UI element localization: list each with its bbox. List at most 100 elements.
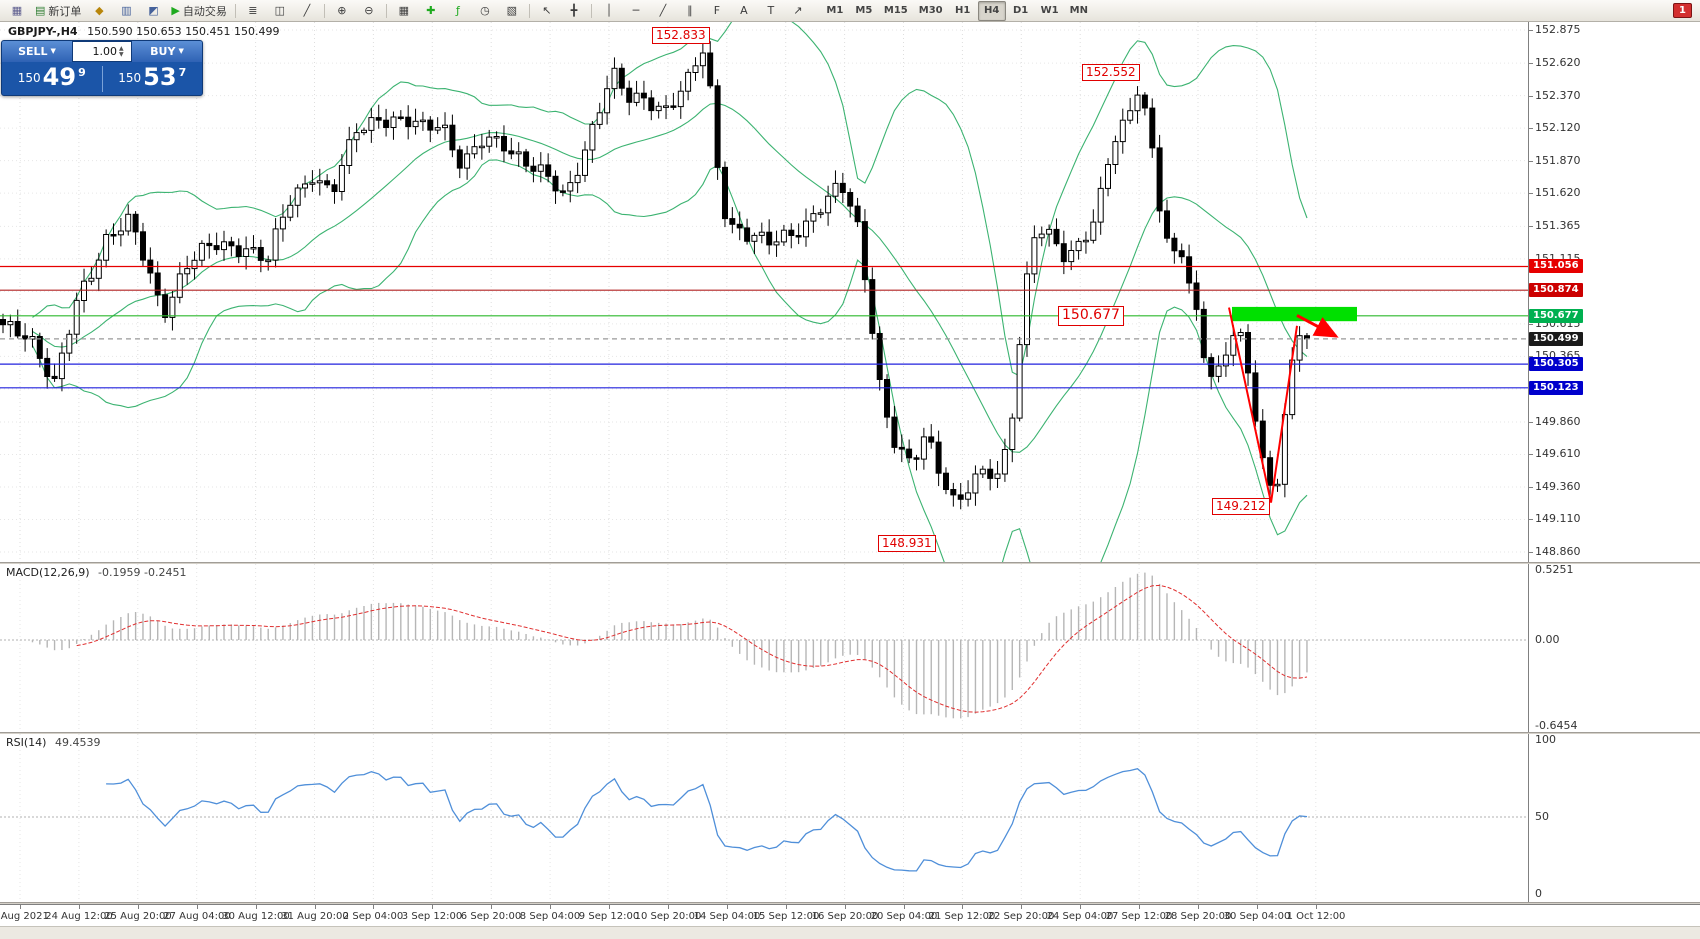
time-tick — [668, 905, 669, 909]
fibonacci-icon[interactable]: F — [704, 1, 730, 21]
time-label: 20 Sep 04:00 — [870, 911, 938, 922]
sell-price-figure: 150 — [17, 71, 41, 85]
red-trend-polyline[interactable] — [1228, 307, 1298, 503]
notification-badge[interactable]: 1 — [1673, 3, 1692, 18]
data-window-icon[interactable]: ▥ — [113, 1, 139, 21]
main-chart-panel[interactable]: 152.833 152.552 150.677 149.212 148.931 GBPJ… — [0, 22, 1528, 562]
time-tick — [962, 905, 963, 909]
time-label: 21 Sep 12:00 — [928, 911, 996, 922]
navigator-icon-glyph: ◩ — [148, 4, 159, 17]
tile-windows-icon[interactable]: ▦ — [391, 1, 417, 21]
market-watch-icon[interactable]: ◆ — [86, 1, 112, 21]
new-order-button[interactable]: ▤ 新订单 — [31, 1, 85, 21]
panel-separator[interactable] — [0, 732, 1700, 735]
price-tick: 152.120 — [1529, 121, 1581, 134]
macd-scale--0.6454: -0.6454 — [1535, 719, 1578, 732]
macd-name: MACD(12,26,9) — [6, 566, 90, 579]
equidistant-channel-icon-glyph: ∥ — [687, 4, 693, 17]
price-divider — [101, 65, 103, 92]
crosshair-icon[interactable]: ╋ — [561, 1, 587, 21]
rsi-axis: 100 50 0 — [1528, 734, 1700, 902]
timeframe-m30-button[interactable]: M30 — [918, 5, 943, 16]
indicators-icon[interactable]: ƒ — [445, 1, 471, 21]
timeframe-group: M1 M5 M15 M30 H1 H4 D1 W1 MN — [821, 0, 1093, 21]
zoom-out-icon[interactable]: ⊖ — [356, 1, 382, 21]
rsi-chart[interactable] — [0, 734, 1528, 902]
rsi-panel[interactable]: RSI(14) 49.4539 — [0, 734, 1528, 902]
time-tick — [1021, 905, 1022, 909]
timeframe-m15-button[interactable]: M15 — [883, 5, 908, 16]
time-label: 27 Sep 12:00 — [1105, 911, 1173, 922]
time-tick — [1080, 905, 1081, 909]
navigator-icon[interactable]: ◩ — [140, 1, 166, 21]
timeframe-w1-button[interactable]: W1 — [1040, 5, 1059, 16]
time-tick — [1198, 905, 1199, 909]
volume-stepper[interactable]: ▲ ▼ — [119, 44, 124, 58]
templates-icon-glyph: ▧ — [506, 4, 518, 17]
timeframe-h4-button[interactable]: H4 — [977, 0, 1006, 21]
red-arrow[interactable] — [1296, 314, 1339, 338]
trendline-icon[interactable]: ╱ — [650, 1, 676, 21]
vertical-line-icon[interactable]: │ — [596, 1, 622, 21]
price-tick: 152.875 — [1529, 23, 1581, 36]
cursor-icon[interactable]: ↖ — [534, 1, 560, 21]
price-badge-150.677: 150.677 — [1529, 309, 1583, 323]
sell-price[interactable]: 150 49 9 — [2, 65, 102, 91]
arrows-icon[interactable]: ↗ — [785, 1, 811, 21]
macd-scale-0.00: 0.00 — [1535, 633, 1560, 646]
rsi-scale-100: 100 — [1535, 734, 1556, 746]
price-tick: 149.360 — [1529, 480, 1581, 493]
buy-button[interactable]: BUY ▼ — [132, 41, 202, 62]
time-tick — [315, 905, 316, 909]
periods-icon[interactable]: ◷ — [472, 1, 498, 21]
time-tick — [256, 905, 257, 909]
panel-separator — [0, 902, 1700, 905]
toolbar-buttons: ▦ ▤ 新订单 ◆ ▥ ◩ ▶ 自动交易 ≣ ◫ ╱ ⊕ ⊖ ▦ ✚ ƒ ◷ ▧ ↖ ╋ │ ─ ╱ ∥ F A T ↗ — [4, 1, 811, 21]
new-order-button-label: 新订单 — [48, 4, 82, 18]
main-chart[interactable] — [0, 22, 1528, 562]
stepper-up-icon[interactable]: ▲ — [119, 44, 124, 52]
label-icon[interactable]: T — [758, 1, 784, 21]
sell-button[interactable]: SELL ▼ — [2, 41, 72, 62]
panel-separator[interactable] — [0, 562, 1700, 565]
text-icon[interactable]: A — [731, 1, 757, 21]
time-tick — [138, 905, 139, 909]
timeframe-h1-button[interactable]: H1 — [954, 5, 971, 16]
macd-chart[interactable] — [0, 564, 1528, 732]
toolbar-separator — [528, 3, 530, 18]
volume-input[interactable] — [73, 45, 119, 58]
candlestick-chart-icon-glyph: ◫ — [274, 4, 286, 17]
price-tick: 149.860 — [1529, 415, 1581, 428]
green-zone-rect[interactable] — [1232, 306, 1357, 322]
crosshair-icon-glyph: ╋ — [570, 4, 578, 17]
candlestick-chart-icon[interactable]: ◫ — [267, 1, 293, 21]
new-chart-icon[interactable]: ✚ — [418, 1, 444, 21]
timeframe-m5-button[interactable]: M5 — [855, 5, 873, 16]
line-chart-icon[interactable]: ╱ — [294, 1, 320, 21]
data-window-icon-glyph: ▥ — [121, 4, 132, 17]
timeframe-m1-button[interactable]: M1 — [826, 5, 844, 16]
time-label: 28 Sep 20:00 — [1164, 911, 1232, 922]
autotrading-button[interactable]: ▶ 自动交易 — [167, 1, 230, 21]
new-chart-icon-glyph: ✚ — [426, 4, 436, 17]
templates-icon[interactable]: ▧ — [499, 1, 525, 21]
equidistant-channel-icon[interactable]: ∥ — [677, 1, 703, 21]
chart-window-icon[interactable]: ▦ — [4, 1, 30, 21]
bar-chart-icon[interactable]: ≣ — [240, 1, 266, 21]
price-tick: 151.365 — [1529, 219, 1581, 232]
buy-price-point: 7 — [178, 66, 187, 79]
timeframe-mn-button[interactable]: MN — [1069, 5, 1088, 16]
toolbar-separator — [323, 3, 325, 18]
macd-panel[interactable]: MACD(12,26,9) -0.1959 -0.2451 — [0, 564, 1528, 732]
label-icon-glyph: T — [767, 4, 775, 17]
chart-ohlc-values: 150.590 150.653 150.451 150.499 — [87, 25, 280, 38]
bar-chart-icon-glyph: ≣ — [248, 4, 258, 17]
indicators-icon-glyph: ƒ — [455, 4, 460, 17]
price-axis[interactable]: 152.875 152.620 152.370 152.120 151.870 151.6… — [1528, 22, 1700, 562]
buy-price[interactable]: 150 53 7 — [103, 65, 203, 91]
timeframe-d1-button[interactable]: D1 — [1012, 5, 1029, 16]
stepper-down-icon[interactable]: ▼ — [119, 50, 124, 58]
horizontal-line-icon[interactable]: ─ — [623, 1, 649, 21]
zoom-in-icon[interactable]: ⊕ — [329, 1, 355, 21]
